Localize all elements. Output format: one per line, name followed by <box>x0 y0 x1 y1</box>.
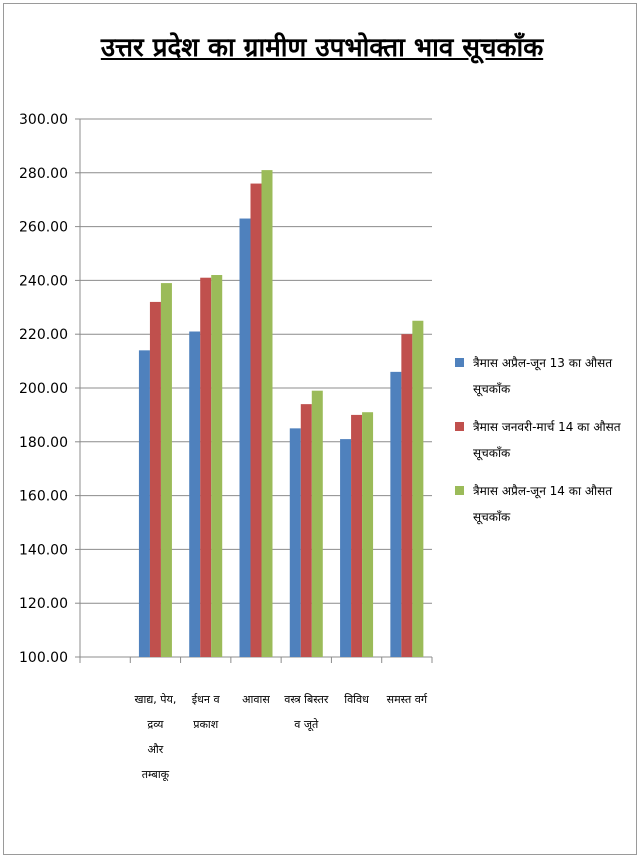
bar <box>362 412 374 657</box>
x-tick-label: तम्बाकू <box>142 768 170 782</box>
bar <box>300 404 312 657</box>
y-tick-label: 100.00 <box>19 650 68 666</box>
y-tick-label: 220.00 <box>19 327 68 343</box>
x-tick-label: समस्त वर्ग <box>387 693 428 706</box>
y-tick-label: 280.00 <box>19 166 68 182</box>
bar <box>160 283 172 657</box>
x-tick-label: खाद्य, पेय, <box>134 693 176 706</box>
y-tick-label: 240.00 <box>19 273 68 289</box>
bar <box>250 183 262 657</box>
legend-swatch <box>455 486 464 495</box>
chart-title: उत्तर प्रदेश का ग्रामीण उपभोक्ता भाव सूच… <box>100 33 544 63</box>
bar <box>412 320 424 657</box>
y-tick-label: 140.00 <box>19 542 68 558</box>
y-tick-label: 180.00 <box>19 435 68 451</box>
legend-label: त्रैमास अप्रैल-जून 13 का औसत सूचकाँक <box>473 356 613 396</box>
x-tick-label: और <box>148 743 164 756</box>
bar <box>351 414 363 657</box>
bar <box>138 350 150 657</box>
legend-item: त्रैमास जनवरी-मार्च 14 का औसत सूचकाँक <box>455 414 630 466</box>
legend-label: त्रैमास जनवरी-मार्च 14 का औसत सूचकाँक <box>473 420 621 460</box>
legend-swatch <box>455 422 464 431</box>
bar <box>401 334 413 657</box>
x-tick-label: द्रव्य <box>147 718 164 731</box>
y-tick-label: 200.00 <box>19 381 68 397</box>
legend-item: त्रैमास अप्रैल-जून 14 का औसत सूचकाँक <box>455 478 630 530</box>
chart-legend: त्रैमास अप्रैल-जून 13 का औसत सूचकाँक त्रै… <box>455 350 630 542</box>
y-tick-label: 160.00 <box>19 489 68 505</box>
bar <box>239 218 251 657</box>
bar <box>149 301 161 657</box>
bar <box>340 439 352 657</box>
bar <box>289 428 301 657</box>
bar <box>189 331 201 657</box>
legend-label: त्रैमास अप्रैल-जून 14 का औसत सूचकाँक <box>473 484 613 524</box>
bar <box>390 371 402 657</box>
legend-swatch <box>455 358 464 367</box>
x-tick-label: आवास <box>242 693 270 706</box>
x-tick-label: व जूते <box>294 718 319 732</box>
y-tick-label: 300.00 <box>19 112 68 128</box>
y-tick-label: 260.00 <box>19 220 68 236</box>
bar <box>311 390 323 657</box>
x-tick-label: वस्त्र बिस्तर <box>284 693 329 706</box>
bar <box>261 170 273 658</box>
bar <box>211 275 223 657</box>
x-tick-label: ईधन व <box>192 693 221 706</box>
x-tick-label: प्रकाश <box>193 718 219 731</box>
legend-item: त्रैमास अप्रैल-जून 13 का औसत सूचकाँक <box>455 350 630 402</box>
bar <box>200 277 212 657</box>
y-tick-label: 120.00 <box>19 596 68 612</box>
x-tick-label: विविध <box>344 693 369 706</box>
